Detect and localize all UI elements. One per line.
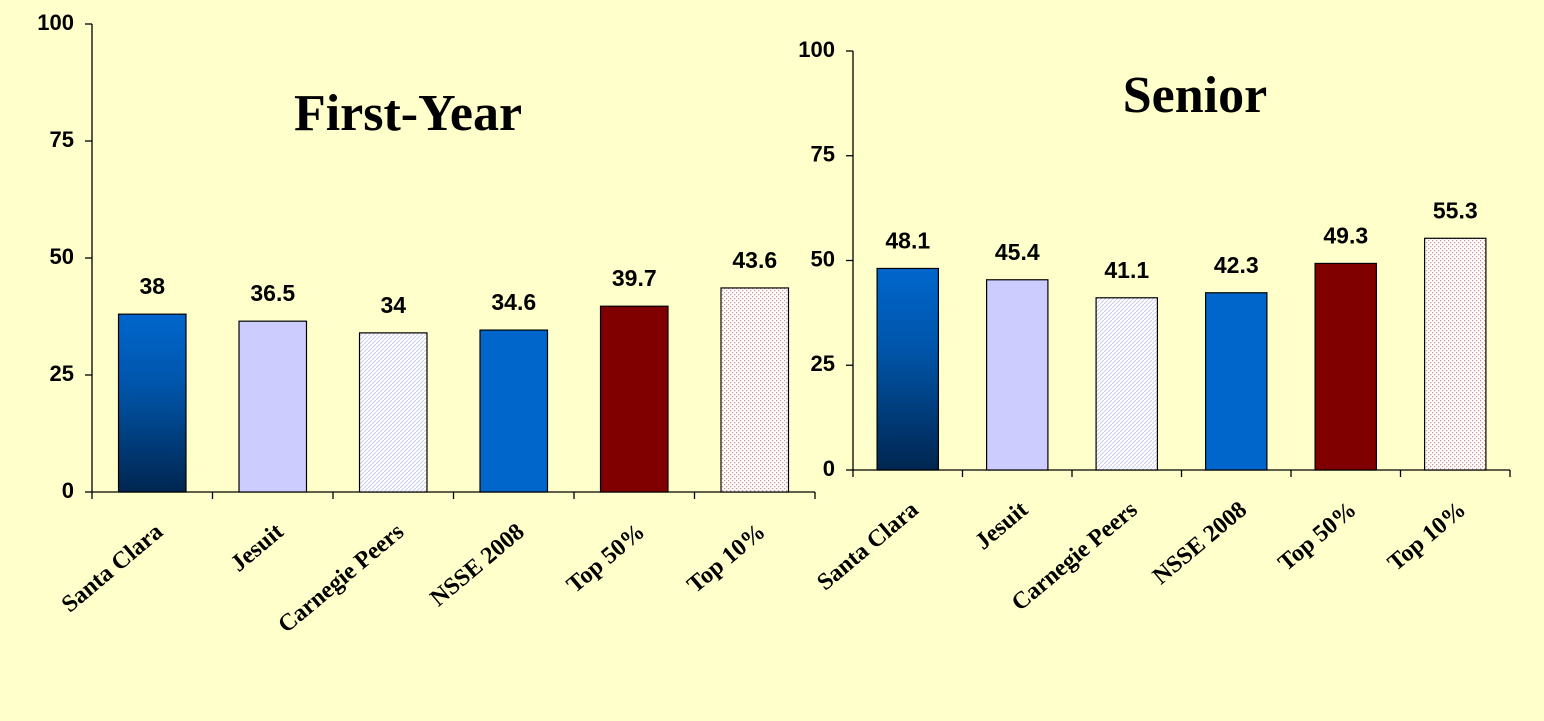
x-tick-label: Top 10% [683,519,771,599]
y-tick-label: 75 [811,142,835,167]
x-tick-label: Top 50% [1274,497,1362,577]
x-tick-label: Top 50% [562,519,650,599]
y-tick-label: 100 [37,10,74,35]
chart-title: First-Year [294,85,522,142]
y-tick-label: 25 [50,361,74,386]
bar [599,305,669,493]
x-tick-label: NSSE 2008 [426,519,530,612]
bar [1423,237,1487,471]
bar [876,267,940,471]
bar [117,313,187,493]
value-label: 42.3 [1214,252,1259,278]
value-label: 38 [139,273,165,299]
value-label: 43.6 [732,247,777,273]
bar [479,329,549,493]
y-tick-label: 25 [811,351,835,376]
x-tick-label: Jesuit [970,497,1033,555]
bar [985,279,1049,471]
x-tick-label: Top 10% [1383,497,1471,577]
y-tick-label: 50 [50,244,74,269]
value-label: 39.7 [612,265,657,291]
x-tick-label: Carnegie Peers [273,519,409,639]
bar [1314,262,1378,471]
y-tick-label: 0 [823,456,835,481]
bar [358,332,428,493]
chart-title: Senior [1123,67,1267,124]
value-label: 49.3 [1323,222,1368,248]
y-tick-label: 75 [50,127,74,152]
bar [238,320,308,493]
value-label: 48.1 [885,227,930,253]
value-label: 34.6 [491,289,536,315]
x-tick-label: Jesuit [226,519,289,577]
bar [1095,297,1159,471]
x-tick-label: NSSE 2008 [1148,497,1252,590]
value-label: 45.4 [995,239,1040,265]
bar [1204,292,1268,471]
y-tick-label: 100 [798,37,835,62]
value-label: 41.1 [1104,257,1149,283]
y-tick-label: 50 [811,246,835,271]
value-label: 36.5 [250,280,295,306]
x-tick-label: Santa Clara [812,497,923,596]
value-label: 55.3 [1433,197,1478,223]
bar [720,287,790,493]
y-tick-label: 0 [62,478,74,503]
value-label: 34 [380,292,406,318]
x-tick-label: Santa Clara [57,519,168,618]
